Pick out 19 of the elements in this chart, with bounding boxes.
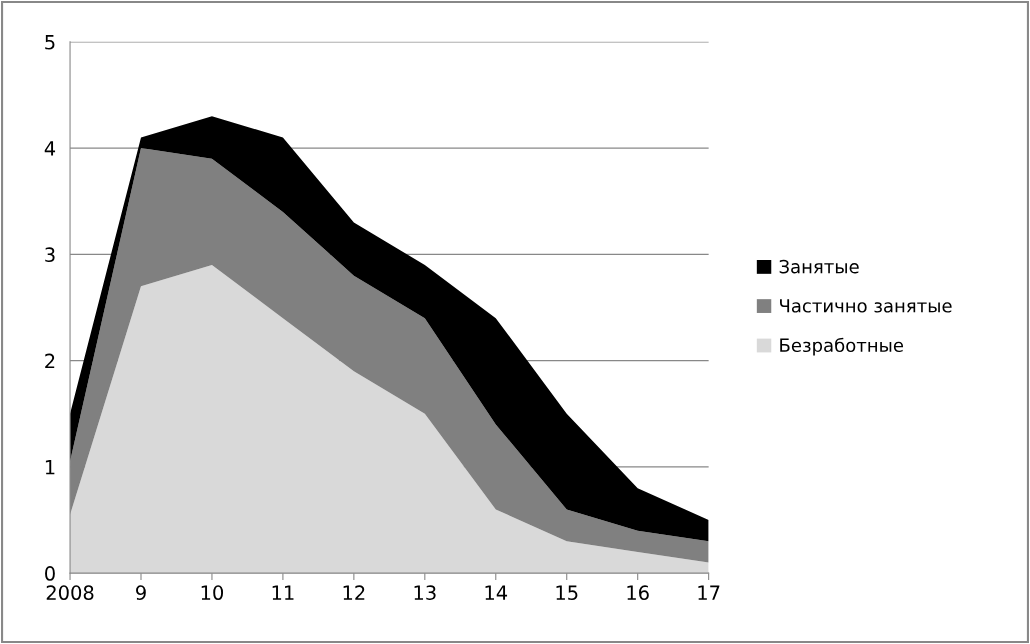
y-tick-label: 1 — [45, 460, 55, 475]
legend-label: Частично занятые — [780, 299, 952, 313]
x-tick-label: 11 — [272, 585, 294, 600]
x-tick-label: 2008 — [46, 585, 94, 601]
x-tick-label: 16 — [627, 585, 649, 601]
x-tick-label: 15 — [556, 585, 578, 601]
y-tick-label: 4 — [44, 141, 56, 156]
legend-label: Занятые — [779, 259, 859, 274]
y-tick-label: 5 — [45, 35, 55, 50]
x-tick-label: 13 — [414, 585, 436, 601]
x-tick-label: 14 — [485, 585, 508, 600]
x-tick-label: 12 — [343, 585, 365, 600]
legend-label: Безработные — [780, 337, 904, 356]
y-tick-label: 0 — [45, 566, 55, 581]
y-tick-label: 2 — [45, 353, 55, 369]
x-tick-label: 10 — [201, 585, 224, 601]
x-tick-label: 17 — [698, 585, 720, 600]
x-tick-label: 9 — [136, 585, 146, 601]
y-tick-label: 3 — [45, 247, 55, 263]
